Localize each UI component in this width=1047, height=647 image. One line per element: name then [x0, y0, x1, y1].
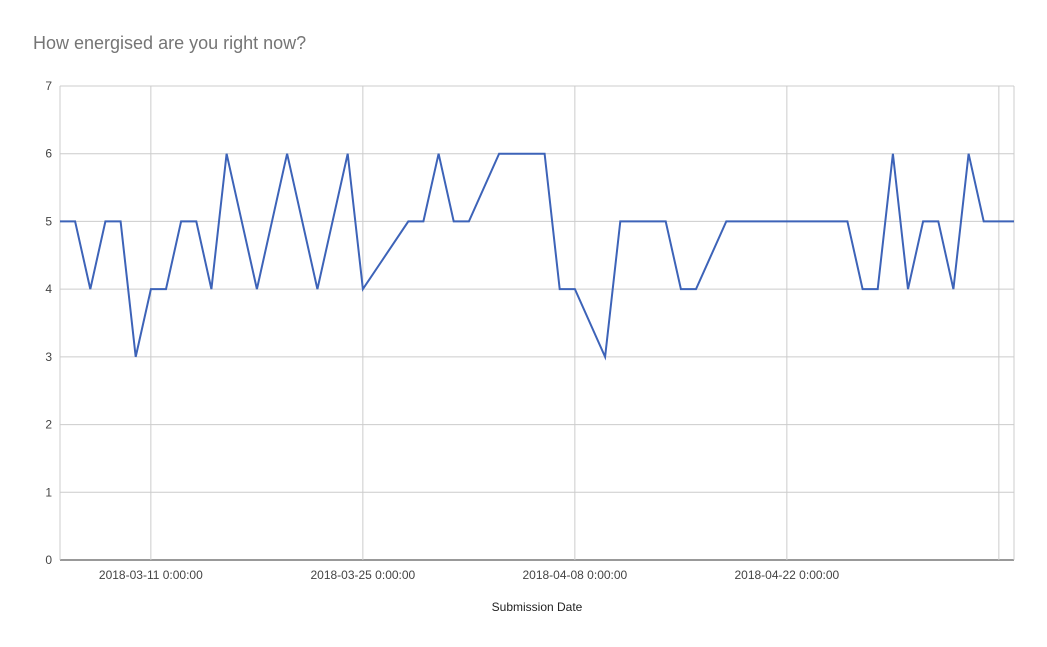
x-tick-label: 2018-03-25 0:00:00 [310, 568, 415, 582]
y-tick-label: 1 [45, 485, 52, 499]
y-tick-label: 5 [45, 214, 52, 228]
chart-title: How energised are you right now? [33, 33, 307, 53]
x-tick-label: 2018-04-22 0:00:00 [734, 568, 839, 582]
y-tick-label: 0 [45, 553, 52, 567]
series-line-group [60, 152, 1014, 361]
y-tick-label: 4 [45, 282, 52, 296]
y-tick-label: 7 [45, 79, 52, 93]
grid-lines [59, 85, 1015, 561]
x-tick-labels: 2018-03-11 0:00:00 2018-03-25 0:00:00 2018… [99, 568, 840, 582]
x-tick-label: 2018-04-08 0:00:00 [522, 568, 627, 582]
y-tick-labels: 0 1 2 3 4 5 6 7 [45, 79, 52, 567]
y-tick-label: 6 [45, 147, 52, 161]
x-axis-label: Submission Date [492, 600, 583, 614]
y-tick-label: 2 [45, 418, 52, 432]
x-tick-label: 2018-03-11 0:00:00 [99, 568, 203, 582]
series-line [60, 152, 1014, 361]
y-tick-label: 3 [45, 350, 52, 364]
